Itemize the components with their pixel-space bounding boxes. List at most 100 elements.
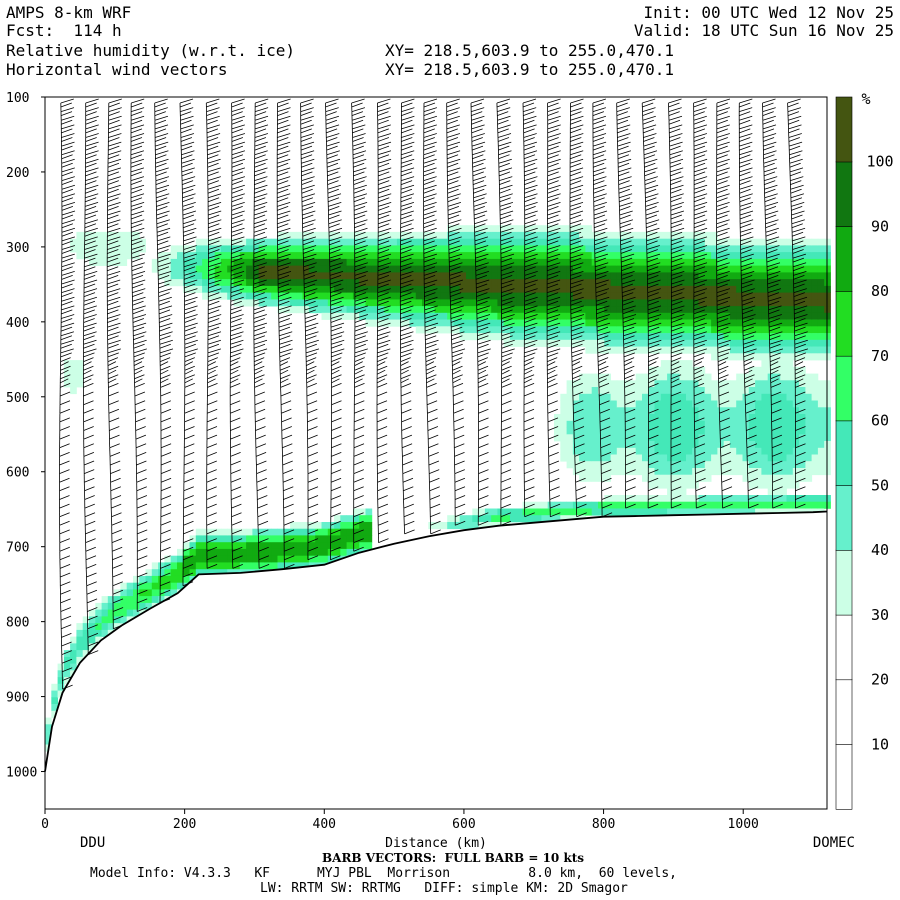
rh-cell [516, 319, 523, 327]
rh-cell [742, 461, 750, 469]
wind-barb-flag [354, 210, 368, 216]
rh-cell [623, 454, 630, 462]
rh-cell [453, 265, 461, 273]
rh-cell [642, 393, 649, 401]
rh-cell [755, 339, 762, 347]
rh-cell [679, 272, 687, 280]
rh-cell [541, 265, 549, 273]
rh-cell [723, 279, 731, 287]
rh-cell [742, 387, 750, 395]
wind-barb-flag [377, 503, 389, 509]
rh-cell [133, 245, 140, 253]
rh-cell [554, 508, 561, 516]
wind-barb-flag [232, 546, 243, 552]
rh-cell [610, 299, 618, 307]
rh-cell [805, 373, 813, 381]
rh-cell [57, 670, 65, 678]
rh-cell [692, 407, 699, 415]
rh-cell [296, 279, 304, 287]
wind-barb-flag [85, 167, 99, 173]
rh-cell [673, 285, 681, 293]
rh-cell [271, 542, 278, 550]
rh-cell [541, 238, 549, 246]
wind-barb-flag [132, 296, 146, 302]
wind-barb-flag [207, 141, 221, 147]
wind-barb-flag [107, 158, 122, 164]
wind-barb-flag [304, 300, 316, 306]
wind-barb-flag [130, 115, 145, 121]
wind-barb-flag [134, 369, 143, 375]
wind-barb-flag [352, 150, 367, 156]
wind-barb-flag [304, 292, 316, 297]
rh-cell [591, 238, 599, 246]
wind-barb-flag [328, 206, 340, 211]
rh-cell [711, 407, 718, 415]
rh-cell [296, 306, 304, 314]
rh-cell [365, 312, 373, 320]
rh-cell [704, 306, 712, 314]
rh-cell [296, 272, 304, 280]
wind-barb-flag [61, 253, 75, 259]
wind-barb-flag [155, 162, 167, 168]
rh-cell [824, 292, 831, 300]
rh-cell [591, 501, 599, 509]
rh-cell [773, 441, 781, 449]
rh-cell [761, 279, 769, 287]
rh-cell [554, 299, 561, 307]
rh-cell [792, 447, 800, 455]
wind-barb-flag [84, 249, 96, 254]
wind-barb-flag [283, 538, 295, 543]
rh-cell [616, 258, 624, 266]
rh-cell [780, 360, 787, 368]
wind-barb-flag [184, 378, 193, 384]
rh-cell [290, 258, 297, 266]
rh-cell [145, 602, 153, 610]
rh-cell [786, 501, 794, 509]
wind-barb-flag [277, 150, 291, 156]
rh-cell [541, 279, 549, 287]
rh-cell [572, 292, 580, 300]
rh-cell [654, 434, 662, 442]
wind-barb-flag [378, 529, 389, 535]
rh-cell [566, 380, 574, 388]
wind-barb-flag [207, 361, 216, 366]
rh-cell [686, 387, 693, 395]
rh-cell [792, 454, 800, 462]
wind-barb-flag [108, 154, 120, 160]
wind-barb-flag [253, 262, 267, 268]
rh-cell [214, 542, 222, 550]
rh-cell [227, 535, 234, 543]
wind-barb-flag [133, 335, 145, 341]
rh-cell [729, 468, 737, 476]
rh-cell [145, 582, 153, 590]
rh-cell [748, 380, 756, 388]
wind-barb-flag [378, 197, 390, 203]
rh-cell [667, 454, 674, 462]
wind-barb-flag [108, 417, 120, 423]
rh-cell [352, 312, 360, 320]
rh-cell [786, 346, 794, 354]
rh-cell [560, 427, 567, 435]
wind-barb-flag [377, 361, 386, 366]
rh-cell [767, 373, 775, 381]
rh-cell [82, 650, 90, 658]
rh-cell [233, 285, 241, 293]
rh-cell [422, 252, 429, 260]
wind-barb-flag [184, 326, 196, 332]
rh-cell [57, 677, 65, 685]
wind-barb-flag [61, 318, 73, 323]
rh-cell [170, 555, 178, 563]
rh-cell [340, 245, 347, 253]
rh-cell [233, 542, 241, 550]
rh-cell [811, 468, 819, 476]
rh-cell [535, 252, 542, 260]
rh-cell [755, 326, 762, 334]
rh-cell [629, 265, 637, 273]
rh-cell [799, 279, 806, 287]
wind-barb-flag [277, 167, 291, 173]
rh-cell [384, 279, 391, 287]
rh-cell [686, 468, 693, 476]
rh-cell [711, 272, 718, 280]
rh-cell [510, 231, 517, 239]
rh-cell [57, 663, 65, 671]
